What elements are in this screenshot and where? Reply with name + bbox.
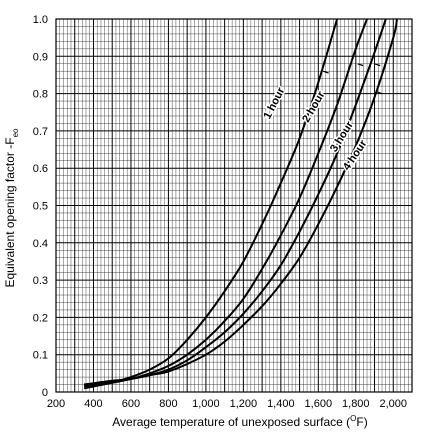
plot-frame xyxy=(55,18,413,393)
curve-label-arrow xyxy=(374,63,381,67)
x-tick-label: 400 xyxy=(84,398,102,410)
x-tick-label: 600 xyxy=(122,398,140,410)
y-tick-label: 0.8 xyxy=(33,89,48,101)
x-tick-label: 200 xyxy=(47,398,65,410)
x-tick-label: 1,200 xyxy=(230,398,258,410)
y-tick-label: 0.1 xyxy=(33,350,48,362)
curve-label-2-hour: 2 hour xyxy=(300,89,328,125)
series-line-1-hour xyxy=(83,18,339,390)
series-line-4-hour xyxy=(83,18,398,386)
tick-labels: 200 400 600 800 1,000 1,200 1,400 1,600 1,800 2,0… xyxy=(33,14,407,410)
curve-label-arrow xyxy=(357,63,364,67)
series-curves xyxy=(83,18,398,390)
y-tick-label: 0 xyxy=(42,387,48,399)
curve-label-1-hour: 1 hour xyxy=(261,85,287,121)
x-tick-label: 800 xyxy=(159,398,177,410)
x-tick-label: 1,400 xyxy=(267,398,295,410)
grid xyxy=(55,18,413,393)
y-tick-label: 0.4 xyxy=(33,238,48,250)
x-tick-label: 1,800 xyxy=(342,398,370,410)
y-tick-label: 0.7 xyxy=(33,126,48,138)
curve-label-arrow xyxy=(322,70,329,74)
x-tick-label: 1,000 xyxy=(192,398,220,410)
y-axis-label: Equivalent opening factor -Feo xyxy=(3,128,20,288)
x-tick-label: 2,000 xyxy=(379,398,407,410)
curve-label-arrow xyxy=(376,91,383,95)
series-line-3-hour xyxy=(83,18,387,387)
y-tick-label: 1.0 xyxy=(33,14,48,26)
x-tick-label: 1,600 xyxy=(305,398,333,410)
x-axis-label: Average temperature of unexposed surface… xyxy=(112,414,367,429)
y-tick-label: 0.9 xyxy=(33,51,48,63)
y-tick-label: 0.6 xyxy=(33,163,48,175)
y-tick-label: 0.2 xyxy=(33,312,48,324)
y-tick-label: 0.5 xyxy=(33,201,48,213)
y-tick-label: 0.3 xyxy=(33,275,48,287)
